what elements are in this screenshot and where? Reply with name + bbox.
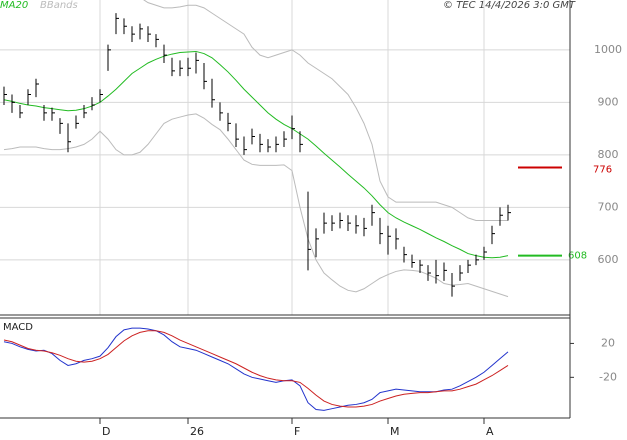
x-tick-label: A xyxy=(486,425,494,438)
overlay-line xyxy=(3,50,509,259)
ma-label: 608 xyxy=(568,251,587,262)
legend-ma: MA20 xyxy=(0,0,28,11)
y-tick-label: 700 xyxy=(598,200,619,213)
level-label: 776 xyxy=(593,164,612,175)
macd-line xyxy=(3,327,509,411)
x-tick-label: D xyxy=(102,425,110,438)
x-tick-label: M xyxy=(390,425,400,438)
y-tick-label: 600 xyxy=(598,253,619,266)
x-tick-label: 26 xyxy=(190,425,204,438)
legend-bbands: BBands xyxy=(40,0,78,11)
panel xyxy=(0,0,570,315)
macd-line xyxy=(3,330,509,408)
y-tick-label: 800 xyxy=(598,148,619,161)
overlay-line xyxy=(3,113,509,298)
y-tick-label: 900 xyxy=(598,95,619,108)
overlay-line xyxy=(143,0,508,221)
y-tick-label: -20 xyxy=(599,370,617,383)
panel xyxy=(3,327,509,411)
x-tick-label: F xyxy=(294,425,300,438)
source: © TEC 14/4/2026 3:0 GMT xyxy=(443,0,576,11)
y-tick-label: 20 xyxy=(601,336,615,349)
macd-title: MACD xyxy=(3,322,33,333)
y-tick-label: 1000 xyxy=(594,43,622,56)
